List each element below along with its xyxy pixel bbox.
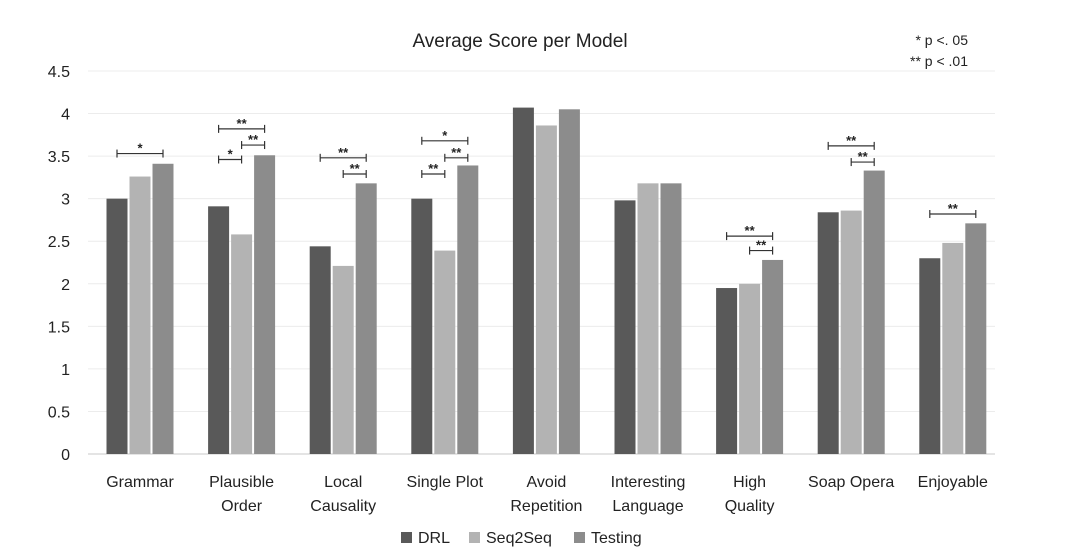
bar-seq2seq (231, 234, 253, 454)
legend: DRL Seq2Seq Testing (401, 530, 642, 547)
category-label: Causality (310, 498, 376, 515)
bar-drl (309, 246, 331, 454)
significance-label: ** (451, 145, 462, 160)
bar-seq2seq (434, 250, 456, 454)
category-label: Quality (725, 498, 775, 515)
y-tick-label: 0 (61, 447, 70, 464)
bar-testing (660, 183, 682, 454)
significance-label: ** (350, 161, 361, 176)
y-tick-label: 2 (61, 277, 70, 294)
category-label: Enjoyable (918, 474, 988, 491)
y-tick-label: 3.5 (48, 149, 70, 166)
significance-label: ** (237, 116, 248, 131)
y-tick-label: 0.5 (48, 404, 70, 421)
category-label: High (733, 474, 766, 491)
category-label: Avoid (527, 474, 567, 491)
significance-label: ** (948, 201, 959, 216)
bar-testing (965, 223, 987, 454)
bar-drl (716, 288, 738, 454)
y-axis-ticks: 0 0.5 1 1.5 2 2.5 3 3.5 4 4.5 (48, 64, 70, 464)
significance-note-p05: * p <. 05 (915, 32, 968, 48)
bar-seq2seq (942, 242, 964, 454)
category-label: Soap Opera (808, 474, 894, 491)
legend-label-testing: Testing (591, 530, 642, 547)
bar-drl (614, 200, 636, 454)
y-tick-label: 1 (61, 362, 70, 379)
significance-label: ** (338, 145, 349, 160)
legend-swatch-drl (401, 532, 412, 543)
significance-label: ** (858, 149, 869, 164)
bar-testing (762, 259, 784, 454)
y-tick-label: 4.5 (48, 64, 70, 81)
bar-seq2seq (535, 125, 557, 455)
category-label: Interesting (611, 474, 686, 491)
significance-label: ** (756, 238, 767, 253)
bar-testing (457, 165, 479, 454)
significance-label: * (442, 128, 448, 143)
bar-seq2seq (332, 265, 354, 454)
bar-seq2seq (129, 176, 151, 454)
category-label: Order (221, 498, 263, 515)
bar-seq2seq (840, 210, 862, 454)
category-label: Plausible (209, 474, 274, 491)
bar-drl (817, 212, 839, 454)
significance-label: * (228, 147, 234, 162)
legend-label-seq2seq: Seq2Seq (486, 530, 552, 547)
y-tick-label: 2.5 (48, 234, 70, 251)
bar-testing (558, 109, 580, 455)
legend-swatch-testing (574, 532, 585, 543)
y-tick-label: 3 (61, 192, 70, 209)
significance-note-p01: ** p < .01 (910, 53, 968, 69)
bars (106, 107, 987, 455)
legend-label-drl: DRL (418, 530, 450, 547)
x-axis-categories: Grammar Plausible Order Local Causality Singl… (106, 474, 988, 515)
significance-label: ** (248, 132, 259, 147)
legend-swatch-seq2seq (469, 532, 480, 543)
bar-testing (355, 183, 377, 454)
bar-testing (863, 170, 885, 454)
category-label: Single Plot (407, 474, 484, 491)
y-tick-label: 4 (61, 107, 70, 124)
y-tick-label: 1.5 (48, 319, 70, 336)
bar-seq2seq (637, 183, 659, 454)
bar-drl (512, 107, 534, 454)
significance-label: * (137, 141, 143, 156)
bar-drl (106, 198, 128, 454)
significance-label: ** (428, 161, 439, 176)
bar-drl (919, 258, 941, 454)
category-label: Language (612, 498, 683, 515)
category-label: Local (324, 474, 362, 491)
bar-seq2seq (739, 283, 761, 454)
bar-testing (152, 163, 174, 454)
bar-testing (254, 155, 276, 454)
bar-drl (411, 198, 433, 454)
bar-drl (208, 206, 230, 454)
significance-markers: ************************* (116, 116, 977, 255)
significance-label: ** (846, 133, 857, 148)
category-label: Grammar (106, 474, 174, 491)
chart-title: Average Score per Model (412, 31, 627, 52)
category-label: Repetition (510, 498, 582, 515)
significance-label: ** (745, 223, 756, 238)
